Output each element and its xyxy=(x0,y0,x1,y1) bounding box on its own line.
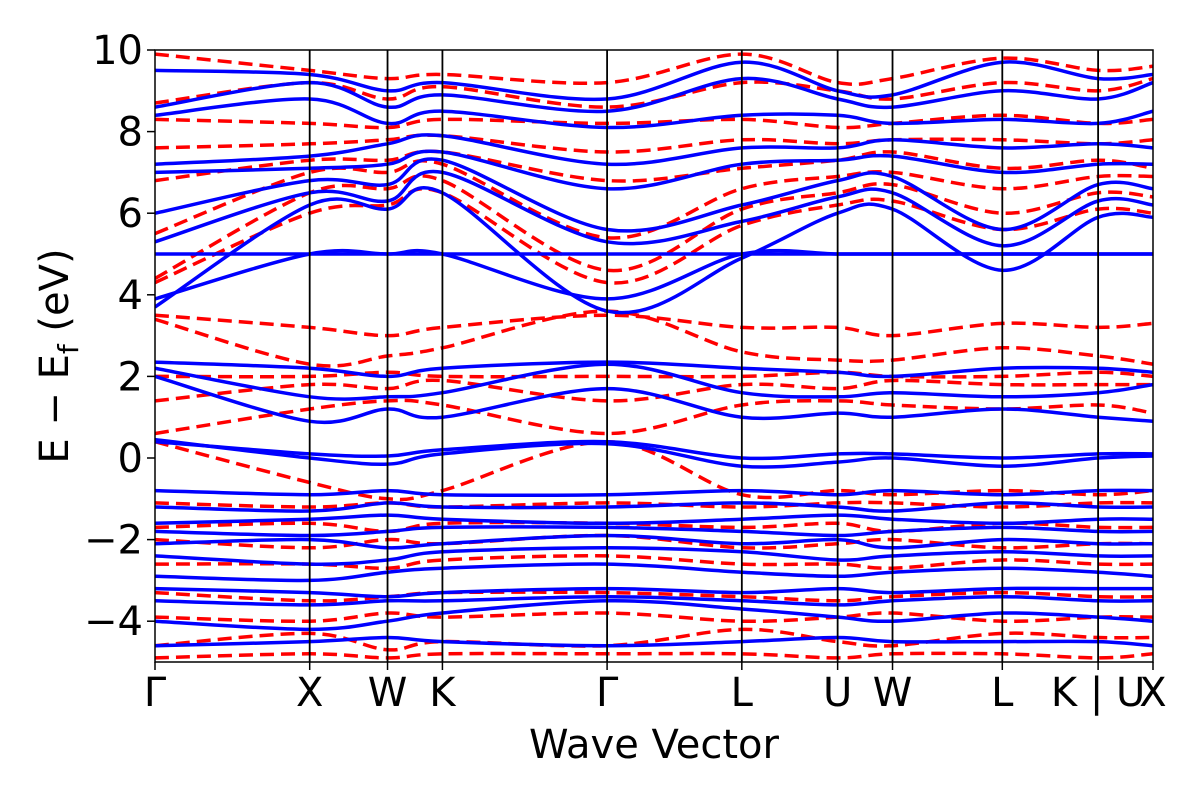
x-tick-label-3: K xyxy=(429,670,457,716)
solid-band-line-13 xyxy=(155,374,1153,425)
y-axis: −4 −2 0 2 4 6 8 10 xyxy=(84,28,155,645)
dashed-band-line-0 xyxy=(155,651,1153,660)
dashed-band-line-7 xyxy=(155,500,1153,509)
solid-band-line-0 xyxy=(155,635,1153,648)
dashed-band-line-14 xyxy=(155,187,1153,285)
y-tick-label-3: 2 xyxy=(118,354,143,400)
x-tick-label-2: W xyxy=(368,670,408,716)
dashed-band-line-15 xyxy=(155,174,1153,281)
solid-band-line-23 xyxy=(155,97,1153,130)
solid-band-line-14 xyxy=(155,362,1153,401)
solid-band-line-9 xyxy=(155,501,1153,513)
dashed-band-line-1 xyxy=(155,627,1153,652)
dashed-band-line-18 xyxy=(155,133,1153,154)
solid-band-line-17 xyxy=(155,186,1153,315)
solid-band-line-20 xyxy=(155,157,1153,233)
y-tick-label-5: 6 xyxy=(118,191,143,237)
x-tick-label-7: W xyxy=(873,670,913,716)
y-tick-label-6: 8 xyxy=(118,110,143,156)
dashed-band-line-2 xyxy=(155,611,1153,624)
x-tick-label-6: U xyxy=(823,670,852,716)
solid-band-line-22 xyxy=(155,133,1153,167)
solid-bands-group xyxy=(155,60,1153,648)
solid-band-line-25 xyxy=(155,60,1153,102)
dashed-band-line-9 xyxy=(155,398,1153,436)
solid-band-line-12 xyxy=(155,439,1153,461)
dashed-band-line-6 xyxy=(155,520,1153,534)
kpoint-divider-lines xyxy=(308,50,1100,662)
x-tick-label-9: K | U xyxy=(1051,670,1145,716)
dashed-band-line-12 xyxy=(155,309,1153,368)
y-tick-label-0: −4 xyxy=(84,599,143,645)
solid-band-line-16 xyxy=(155,248,1153,301)
solid-band-line-7 xyxy=(155,525,1153,538)
solid-band-line-1 xyxy=(155,599,1153,632)
x-tick-label-8: L xyxy=(991,670,1014,716)
plot-area xyxy=(154,49,1154,663)
y-tick-label-7: 10 xyxy=(92,28,143,74)
dashed-band-line-13 xyxy=(155,313,1153,338)
x-tick-label-4: Γ xyxy=(596,670,619,716)
dashed-band-line-21 xyxy=(155,52,1153,87)
solid-band-line-11 xyxy=(155,437,1153,469)
dashed-band-line-4 xyxy=(155,554,1153,570)
x-tick-label-0: Γ xyxy=(144,670,167,716)
solid-band-line-6 xyxy=(155,533,1153,550)
dashed-band-line-8 xyxy=(155,439,1153,502)
solid-band-line-3 xyxy=(155,586,1153,599)
x-tick-label-5: L xyxy=(731,670,754,716)
dashed-band-line-3 xyxy=(155,590,1153,603)
x-tick-label-10: X xyxy=(1139,670,1166,716)
solid-band-line-2 xyxy=(155,594,1153,607)
solid-band-line-5 xyxy=(155,546,1153,566)
dashed-band-line-10 xyxy=(155,378,1153,403)
x-tick-label-1: X xyxy=(296,670,323,716)
solid-band-line-21 xyxy=(155,149,1153,191)
solid-band-line-19 xyxy=(155,169,1153,248)
x-axis-title: Wave Vector xyxy=(529,722,780,768)
dashed-band-line-20 xyxy=(155,76,1153,109)
y-axis-title: E − Ef (eV) xyxy=(32,248,85,463)
solid-band-line-15 xyxy=(155,360,1153,379)
plot-frame xyxy=(154,49,1154,663)
y-tick-label-4: 4 xyxy=(118,273,143,319)
solid-band-line-8 xyxy=(155,513,1153,526)
y-tick-label-2: 0 xyxy=(118,436,143,482)
solid-band-line-4 xyxy=(155,562,1153,583)
solid-band-line-10 xyxy=(155,488,1153,497)
y-tick-label-1: −2 xyxy=(84,518,143,564)
solid-band-line-24 xyxy=(155,76,1153,114)
dashed-band-line-11 xyxy=(155,370,1153,379)
